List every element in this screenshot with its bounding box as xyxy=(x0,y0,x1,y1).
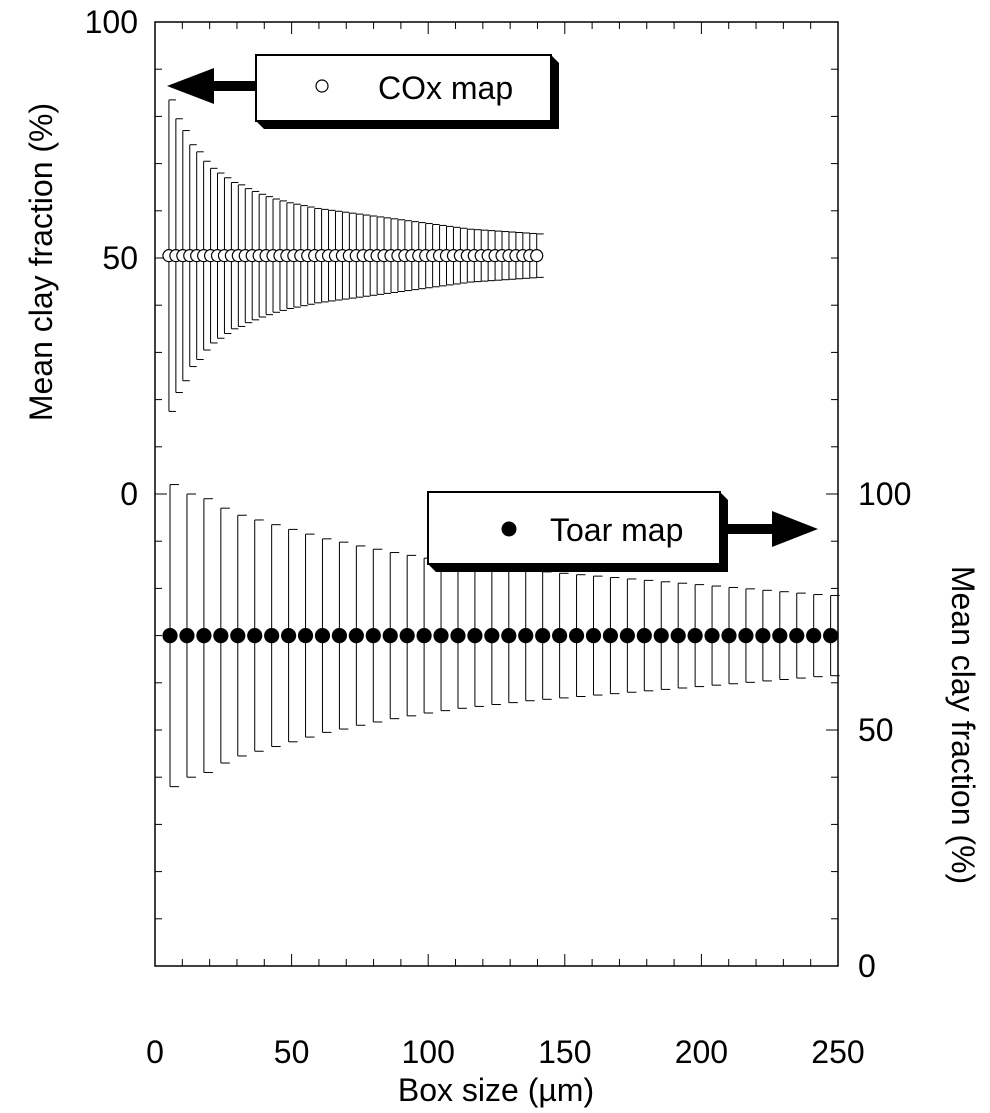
cox-legend-arrow-head xyxy=(167,68,214,104)
toar-data-point xyxy=(162,627,178,644)
toar-data-point xyxy=(247,627,263,644)
toar-data-point xyxy=(636,627,652,644)
cox-legend-marker xyxy=(315,79,329,93)
left-axis-title: Mean clay fraction (%) xyxy=(23,103,59,421)
toar-data-point xyxy=(568,627,585,644)
toar-data-point xyxy=(755,627,771,644)
toar-data-point xyxy=(213,627,229,644)
toar-data-point xyxy=(518,627,534,644)
toar-data-point xyxy=(416,627,432,644)
toar-data-point xyxy=(264,627,280,644)
toar-data-point xyxy=(314,627,331,644)
toar-data-point xyxy=(230,627,246,644)
x-tick-label: 200 xyxy=(675,1034,728,1070)
right-tick-label: 50 xyxy=(858,712,894,748)
right-axis-title: Mean clay fraction (%) xyxy=(945,566,981,884)
toar-data-point xyxy=(789,627,805,644)
toar-data-point xyxy=(365,627,381,644)
toar-data-point xyxy=(806,627,822,644)
toar-legend-box xyxy=(427,491,721,565)
toar-data-point xyxy=(297,627,314,644)
x-tick-label: 100 xyxy=(402,1034,455,1070)
toar-data-point xyxy=(450,627,466,644)
toar-data-point xyxy=(467,627,483,644)
left-tick-label: 100 xyxy=(85,4,138,40)
toar-data-point xyxy=(704,627,720,644)
toar-data-point xyxy=(348,627,364,644)
cox-legend-label: COx map xyxy=(378,70,513,106)
cox-legend-box xyxy=(255,54,552,122)
x-tick-label: 250 xyxy=(811,1034,864,1070)
toar-data-point xyxy=(433,627,449,644)
toar-data-point xyxy=(179,627,195,644)
left-tick-label: 50 xyxy=(102,240,138,276)
x-axis-title: Box size (µm) xyxy=(398,1072,594,1108)
toar-legend-arrow-shaft xyxy=(728,524,774,534)
toar-data-point xyxy=(382,627,398,644)
toar-data-point xyxy=(653,627,669,644)
toar-data-point xyxy=(535,627,551,644)
toar-data-point xyxy=(280,627,297,644)
toar-legend-marker xyxy=(501,521,517,537)
toar-legend-label: Toar map xyxy=(550,512,683,548)
toar-data-point xyxy=(602,627,619,644)
toar-legend-arrow-head xyxy=(772,511,818,547)
cox-legend-arrow-shaft xyxy=(210,81,256,91)
x-tick-label: 50 xyxy=(274,1034,310,1070)
toar-data-point xyxy=(721,627,737,644)
x-tick-label: 0 xyxy=(146,1034,164,1070)
toar-data-point xyxy=(399,627,415,644)
toar-data-point xyxy=(552,627,568,644)
left-tick-label: 0 xyxy=(120,476,138,512)
toar-data-point xyxy=(670,627,686,644)
toar-data-point xyxy=(619,627,635,644)
toar-data-point xyxy=(501,627,517,644)
toar-data-point xyxy=(738,627,754,644)
toar-data-point xyxy=(585,627,602,644)
toar-data-point xyxy=(772,627,788,644)
toar-data-point xyxy=(331,627,348,644)
toar-data-point xyxy=(687,627,703,644)
x-tick-label: 150 xyxy=(538,1034,591,1070)
toar-data-point xyxy=(196,627,212,644)
toar-data-point xyxy=(484,627,500,644)
cox-data-point xyxy=(530,249,544,263)
toar-data-point xyxy=(823,627,839,644)
right-tick-label: 0 xyxy=(858,948,876,984)
right-tick-label: 100 xyxy=(858,476,911,512)
